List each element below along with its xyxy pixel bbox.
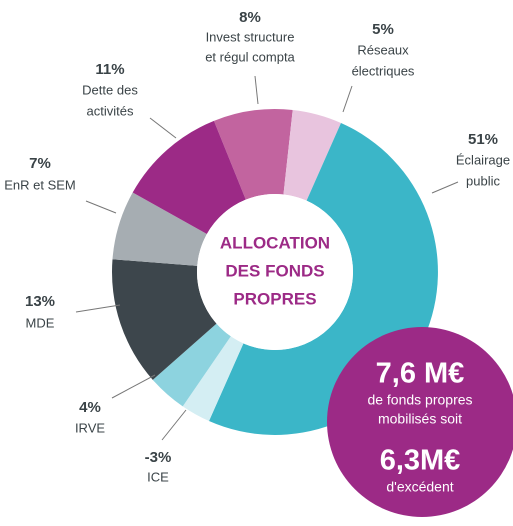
leader-line <box>342 85 353 113</box>
center-title: DES FONDS <box>225 261 324 280</box>
value-label: 13% <box>25 293 55 310</box>
category-label: MDE <box>26 315 55 330</box>
category-label: et régul compta <box>205 49 295 64</box>
slice <box>112 192 207 266</box>
leader-line <box>431 181 459 194</box>
donut-hole <box>197 194 353 350</box>
slice <box>182 336 244 422</box>
slice <box>132 120 246 234</box>
callout-amount: 7,6 M€ <box>376 358 465 390</box>
slice <box>283 109 341 201</box>
category-label: Éclairage <box>456 152 510 167</box>
value-label: 8% <box>239 9 261 26</box>
leader-line <box>111 374 156 399</box>
value-label: 51% <box>468 131 498 148</box>
value-label: 5% <box>372 21 394 38</box>
category-label: ICE <box>147 469 169 484</box>
category-label: Dette des <box>82 82 138 97</box>
category-label: Réseaux <box>357 42 409 57</box>
category-label: activités <box>87 103 134 118</box>
value-label: -3% <box>145 449 172 466</box>
category-label: public <box>466 173 500 188</box>
value-label: 4% <box>79 399 101 416</box>
value-label: 7% <box>29 155 51 172</box>
leader-line <box>75 304 121 313</box>
category-label: IRVE <box>75 420 105 435</box>
leader-line <box>161 409 187 441</box>
leader-line <box>149 117 177 139</box>
slice <box>152 323 231 407</box>
category-label: Invest structure <box>206 29 295 44</box>
callout-text: d'excédent <box>386 479 453 495</box>
leader-line <box>254 75 259 105</box>
callout-text: de fonds propres <box>367 392 472 408</box>
value-label: 11% <box>95 61 124 78</box>
callout-circle <box>327 327 513 517</box>
center-title: PROPRES <box>233 289 316 308</box>
center-title: ALLOCATION <box>220 233 330 252</box>
callout-amount: 6,3M€ <box>380 445 461 477</box>
callout-text: mobilisés soit <box>378 411 462 427</box>
slice <box>213 109 293 200</box>
category-label: électriques <box>352 63 415 78</box>
leader-line <box>85 200 117 214</box>
slice <box>112 259 217 380</box>
category-label: EnR et SEM <box>4 177 76 192</box>
